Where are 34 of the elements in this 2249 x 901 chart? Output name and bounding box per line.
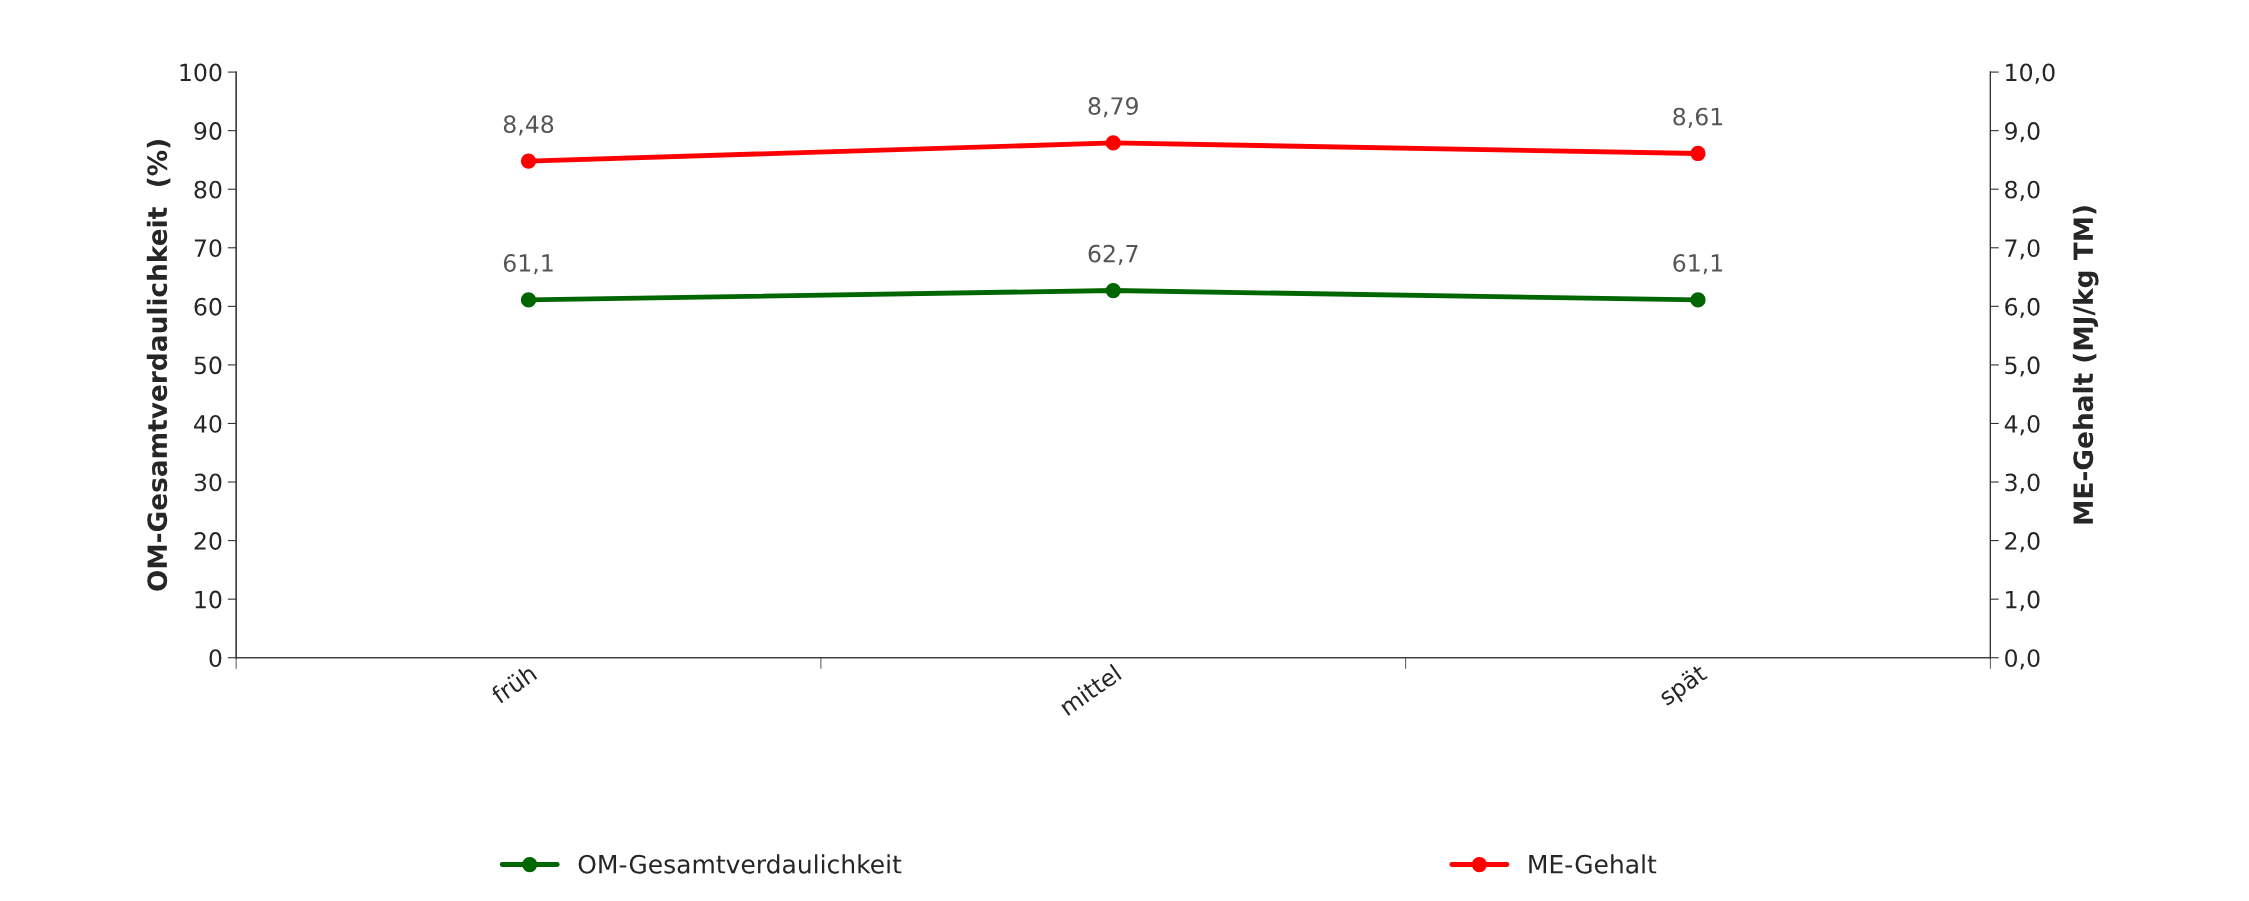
data-label: 8,48 <box>503 115 554 136</box>
legend-label: OM-Gesamtverdaulichkeit <box>578 854 902 874</box>
y-tick-label: 90 <box>194 122 222 140</box>
data-label: 62,7 <box>1088 244 1138 265</box>
y-tick-label: 20 <box>194 532 222 550</box>
y2-tick-label: 3,0 <box>2005 473 2040 494</box>
y2-tick-label: 6,0 <box>2005 297 2040 319</box>
y-tick-label: 0 <box>209 649 222 668</box>
y2-tick-label: 10,0 <box>2006 63 2055 84</box>
data-label: 61,1 <box>1673 254 1723 275</box>
x-tick-label: früh <box>489 663 538 705</box>
legend-label: ME-Gehalt <box>1529 854 1657 874</box>
data-label: 61,1 <box>503 254 553 275</box>
y-axis-title: OM-Gesamtverdaulichkeit (%) <box>146 140 171 591</box>
y2-tick-label: 7,0 <box>2005 239 2040 260</box>
y2-tick-label: 9,0 <box>2005 122 2040 143</box>
y-tick-label: 50 <box>194 356 222 375</box>
y2-tick-label: 2,0 <box>2005 532 2040 553</box>
y2-tick-label: 8,0 <box>2005 180 2040 201</box>
y-tick-label: 60 <box>194 297 222 316</box>
y2-tick-label: 1,0 <box>2006 590 2040 611</box>
y-tick-label: 30 <box>194 473 222 492</box>
y-tick-label: 40 <box>194 414 222 433</box>
y2-tick-label: 5,0 <box>2005 356 2040 377</box>
y-tick-label: 70 <box>194 239 222 258</box>
y2-axis-title: ME-Gehalt (MJ/kg TM) <box>2072 206 2099 524</box>
y2-tick-label: 4,0 <box>2004 414 2040 436</box>
y-tick-label: 80 <box>194 180 222 199</box>
x-tick-label: spät <box>1657 662 1711 710</box>
y2-tick-label: 0,0 <box>2005 649 2040 670</box>
y-tick-label: 100 <box>180 63 222 82</box>
data-label: 8,61 <box>1673 107 1723 128</box>
data-label: 8,79 <box>1088 97 1138 118</box>
y-tick-label: 10 <box>195 590 222 609</box>
